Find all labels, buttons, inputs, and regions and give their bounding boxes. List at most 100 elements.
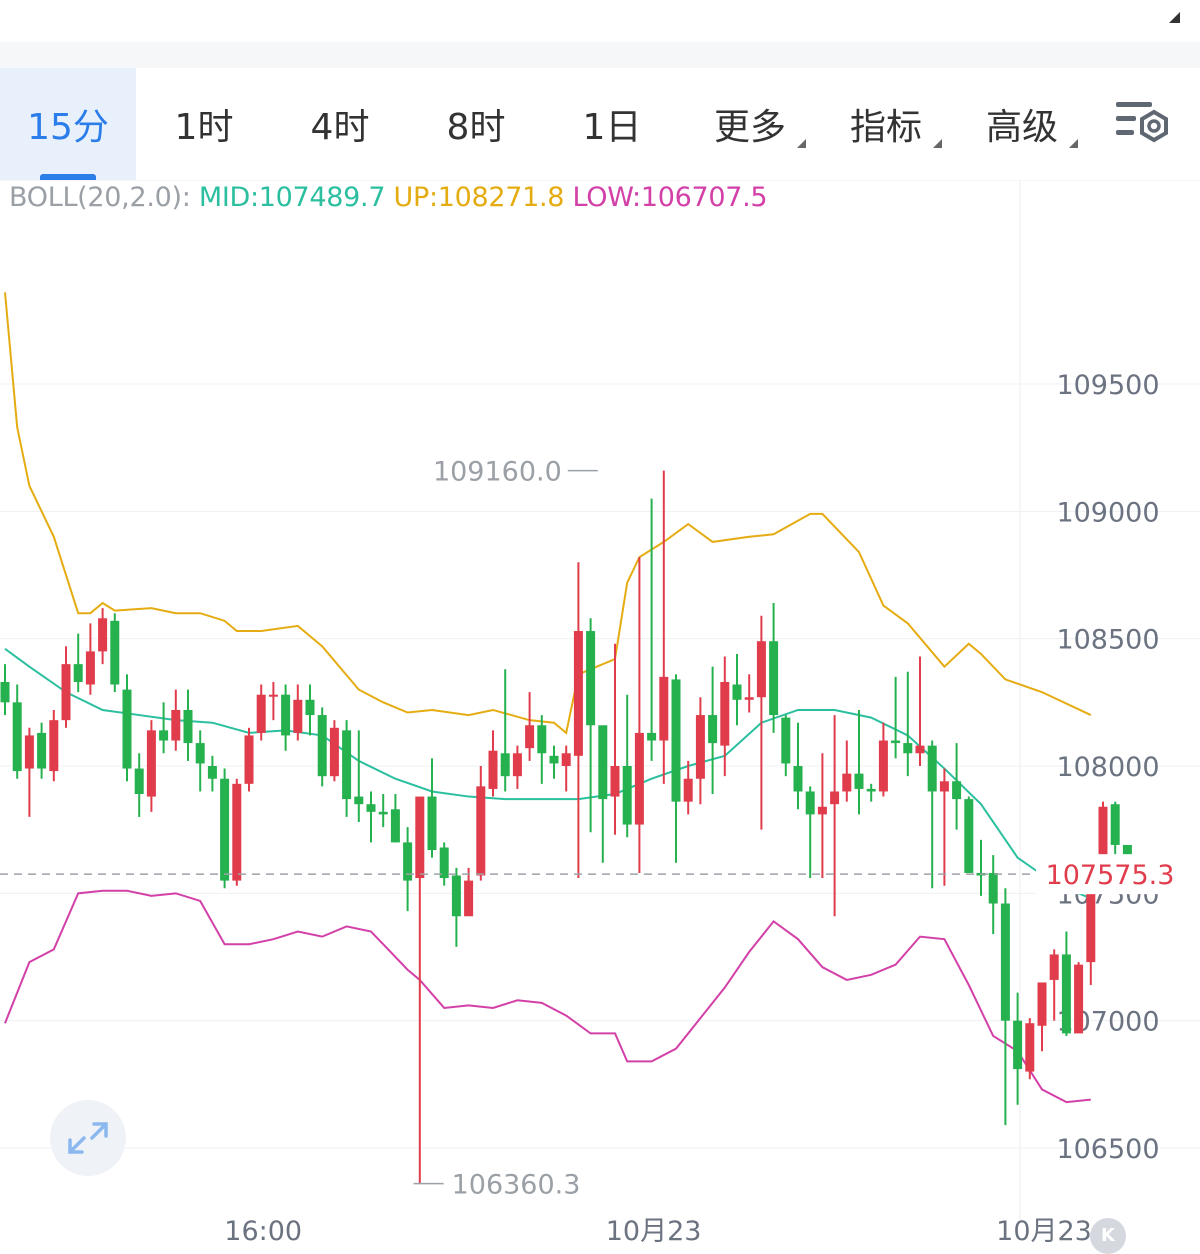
boll-lower-value: LOW:106707.5 — [572, 182, 768, 213]
status-bar — [0, 0, 1200, 42]
candlestick-chart[interactable]: 1095001090001085001080001075001070001065… — [0, 180, 1200, 1242]
tab-1d[interactable]: 1日 — [544, 68, 680, 180]
candle-body — [659, 676, 669, 741]
candle-body — [73, 664, 83, 682]
interval-tabs: 15分 1时 4时 8时 1日 更多 指标 高级 — [0, 68, 1200, 180]
candle-body — [220, 778, 230, 881]
tab-label: 15分 — [27, 107, 109, 148]
dropdown-triangle-icon — [933, 139, 942, 148]
header-strip — [0, 42, 1200, 68]
tab-active-indicator — [40, 174, 96, 180]
boll-upper-value: UP:108271.8 — [393, 182, 565, 213]
candle-body — [244, 735, 254, 784]
tab-8h[interactable]: 8时 — [408, 68, 544, 180]
x-tick-label: 10月23 — [606, 1216, 702, 1242]
tab-advanced-dropdown[interactable]: 高级 — [962, 68, 1082, 180]
expand-button[interactable] — [50, 1100, 126, 1176]
candle-body — [1049, 954, 1059, 980]
candle-body — [842, 773, 852, 792]
y-tick-label: 109000 — [1056, 497, 1159, 528]
candle-body — [634, 732, 644, 825]
candle-body — [207, 766, 217, 779]
candle-body — [1013, 1020, 1023, 1070]
candle-body — [525, 725, 535, 749]
tab-indicators-dropdown[interactable]: 指标 — [826, 68, 946, 180]
candle-body — [891, 740, 901, 744]
candle-body — [232, 783, 242, 881]
candle-body — [964, 799, 974, 873]
x-tick-label: 10月23 — [996, 1216, 1092, 1242]
candle-body — [573, 631, 583, 756]
tab-label: 更多 — [713, 107, 786, 148]
candle-body — [342, 730, 352, 800]
candle-body — [500, 753, 510, 777]
candle-body — [927, 745, 937, 792]
boll-lower-line — [4, 889, 1091, 1104]
candle-body — [439, 847, 449, 879]
candle-body — [708, 715, 718, 744]
candle-body — [598, 725, 608, 800]
candle-body — [98, 618, 108, 652]
current-price-label: 107575.3 — [1046, 860, 1175, 891]
candle-body — [293, 699, 303, 733]
candle-body — [317, 715, 327, 777]
tab-label: 指标 — [849, 107, 922, 148]
expand-arrows-icon — [68, 1122, 108, 1154]
boll-params: BOLL(20,2.0): — [9, 182, 191, 213]
candle-body — [488, 750, 498, 789]
candle-body — [171, 709, 181, 741]
candle-body — [769, 641, 779, 716]
candle-body — [854, 773, 864, 789]
candle-body — [61, 664, 71, 721]
boll-upper-line — [4, 292, 1092, 735]
candle-body — [647, 732, 657, 741]
y-tick-label: 108000 — [1056, 752, 1159, 783]
candle-body — [305, 699, 315, 716]
candle-body — [1000, 903, 1010, 1021]
candle-body — [720, 681, 730, 746]
tab-4h[interactable]: 4时 — [272, 68, 408, 180]
candle-body — [85, 651, 95, 685]
candle-body — [451, 875, 461, 917]
candle-body — [49, 720, 59, 772]
tab-more-dropdown[interactable]: 更多 — [690, 68, 810, 180]
tab-15m[interactable]: 15分 — [0, 68, 136, 180]
candle-body — [744, 697, 754, 700]
candle-body — [915, 745, 925, 754]
candle-body — [195, 743, 205, 764]
y-tick-label: 107000 — [1056, 1007, 1159, 1038]
tab-label: 4时 — [310, 107, 370, 148]
tab-label: 高级 — [985, 107, 1058, 148]
settings-sliders-gear-icon[interactable] — [1112, 96, 1172, 152]
candle-body — [1061, 954, 1071, 1034]
candle-body — [256, 694, 266, 733]
candle-body — [476, 786, 486, 876]
boll-indicator-legend: BOLL(20,2.0): MID:107489.7 UP:108271.8 L… — [9, 182, 768, 213]
candle-body — [0, 681, 10, 703]
candle-body — [805, 791, 815, 815]
y-tick-label: 106500 — [1056, 1134, 1159, 1165]
tab-label: 1日 — [582, 107, 642, 148]
candle-body — [329, 727, 339, 777]
candle-body — [403, 842, 413, 881]
candle-body — [695, 715, 705, 779]
candle-body — [939, 781, 949, 792]
tab-label: 8时 — [446, 107, 506, 148]
candle-body — [610, 766, 620, 797]
dropdown-triangle-icon — [797, 139, 806, 148]
candle-body — [464, 880, 474, 917]
low-marker-label: 106360.3 — [452, 1170, 581, 1201]
candle-body — [952, 781, 962, 800]
y-tick-label: 109500 — [1056, 370, 1159, 401]
candle-body — [1037, 982, 1047, 1026]
candle-body — [390, 809, 400, 843]
candle-body — [793, 766, 803, 792]
candle-body — [1098, 806, 1108, 889]
tab-1h[interactable]: 1时 — [136, 68, 272, 180]
candle-body — [683, 778, 693, 802]
candle-body — [817, 806, 827, 815]
tab-label: 1时 — [174, 107, 234, 148]
candle-body — [988, 872, 998, 904]
candle-body — [37, 732, 47, 769]
k-badge-icon[interactable]: K — [1090, 1218, 1126, 1254]
